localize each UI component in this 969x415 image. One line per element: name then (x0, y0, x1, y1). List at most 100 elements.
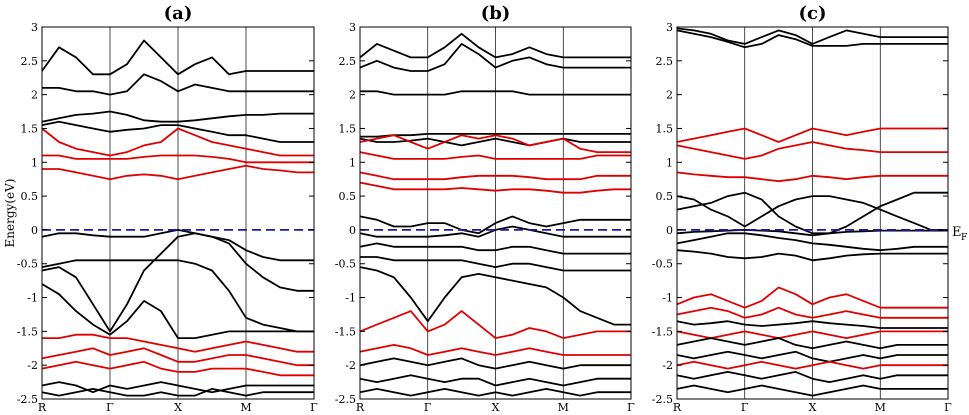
y-tick-label: -1.5 (17, 325, 38, 338)
y-tick-label: 0.5 (21, 190, 39, 203)
band-line-11 (359, 225, 631, 238)
band-line-4 (41, 120, 314, 143)
band-line-1 (41, 39, 314, 76)
y-tick-label: 1.5 (21, 122, 39, 135)
band-line-1 (676, 27, 948, 45)
band-line-18 (676, 370, 948, 384)
y-tick-label: 2.5 (21, 55, 39, 68)
fermi-label-subscript: F (961, 233, 967, 243)
panel-title: (c) (799, 3, 827, 24)
panel-title: (a) (164, 3, 193, 24)
x-tick-label: R (38, 401, 47, 414)
y-tick-label: -0.5 (335, 258, 356, 271)
plot-frame (41, 26, 315, 400)
x-tick-label: Γ (106, 401, 114, 414)
band-line-14 (676, 330, 948, 340)
y-tick-label: 1 (349, 156, 356, 169)
x-tick-label: Γ (627, 401, 635, 414)
x-tick-label: R (673, 401, 682, 414)
y-tick-label: 2 (666, 89, 673, 102)
y-tick-label: -2.5 (335, 393, 356, 406)
y-tick-label: 1.5 (339, 122, 357, 135)
y-tick-label: 0 (349, 224, 356, 237)
y-tick-label: -2.5 (17, 393, 38, 406)
y-tick-label: -0.5 (17, 258, 38, 271)
y-tick-label: 1 (31, 156, 38, 169)
x-tick-label: X (809, 401, 817, 414)
panel-1: -2.5 -2 -1.5 -1 -0.5 0 0.5 1 1.5 2 2.5 3 R Γ X M Γ (a) Ene… (3, 3, 318, 414)
band-line-10 (41, 232, 314, 333)
band-line-12 (676, 306, 948, 319)
band-line-14 (359, 266, 631, 326)
band-line-16 (359, 343, 631, 356)
y-tick-label: -1 (345, 292, 356, 305)
band-line-15 (359, 310, 631, 340)
x-tick-label: M (875, 401, 886, 414)
band-line-5 (359, 137, 631, 147)
y-tick-label: -2 (662, 359, 673, 372)
y-axis-label: Energy(eV) (3, 179, 17, 248)
y-tick-label: 0 (31, 224, 38, 237)
y-tick-label: 0 (666, 224, 673, 237)
band-line-4 (360, 132, 631, 138)
band-line-10 (676, 249, 948, 262)
y-tick-label: -2 (27, 359, 38, 372)
band-line-5 (676, 171, 948, 183)
band-line-17 (359, 357, 631, 370)
y-tick-label: 3 (349, 21, 356, 34)
band-line-16 (676, 350, 948, 363)
band-line-13 (360, 256, 631, 272)
y-tick-label: 1 (666, 156, 673, 169)
band-line-12 (42, 333, 314, 353)
band-line-3 (676, 127, 948, 143)
y-tick-label: -1.5 (652, 325, 673, 338)
y-tick-label: -0.5 (652, 258, 673, 271)
y-tick-label: 2.5 (656, 55, 674, 68)
band-line-8 (41, 228, 314, 262)
band-line-7 (676, 191, 948, 235)
band-line-8 (359, 171, 631, 181)
band-line-2 (42, 73, 314, 96)
y-tick-label: -2.5 (652, 393, 673, 406)
y-tick-label: -1.5 (335, 325, 356, 338)
y-tick-label: -1 (27, 292, 38, 305)
band-line-2 (676, 29, 948, 49)
plot-frame (676, 26, 949, 400)
x-tick-label: Γ (944, 401, 952, 414)
y-tick-label: 2 (349, 89, 356, 102)
panel-title: (b) (481, 3, 511, 24)
y-tick-label: 1.5 (656, 122, 674, 135)
x-tick-label: Γ (741, 401, 749, 414)
band-line-13 (41, 347, 314, 367)
band-line-9 (359, 181, 631, 194)
x-tick-label: M (240, 401, 251, 414)
y-tick-label: 3 (666, 21, 673, 34)
band-line-12 (359, 242, 631, 255)
band-line-3 (41, 110, 314, 123)
band-line-14 (41, 360, 314, 377)
band-line-19 (676, 384, 948, 397)
x-tick-label: X (492, 401, 500, 414)
band-line-11 (676, 286, 948, 309)
band-line-4 (676, 141, 948, 160)
y-tick-label: 0.5 (339, 190, 357, 203)
x-tick-label: X (174, 401, 182, 414)
band-line-9 (676, 232, 948, 252)
band-line-16 (41, 387, 314, 397)
band-line-5 (41, 127, 314, 157)
band-line-7 (42, 164, 314, 181)
band-line-3 (360, 90, 631, 96)
x-tick-label: R (356, 401, 365, 414)
x-tick-label: M (558, 401, 569, 414)
panel-3: -2.5 -2 -1.5 -1 -0.5 0 0.5 1 1.5 2 2.5 3 R Γ X M Γ (c) E F (652, 3, 967, 414)
y-tick-label: 2.5 (339, 55, 357, 68)
band-line-15 (676, 337, 948, 350)
y-tick-label: -1 (662, 292, 673, 305)
band-line-11 (41, 283, 314, 340)
y-tick-label: -2 (345, 359, 356, 372)
band-line-13 (676, 320, 948, 329)
band-line-19 (359, 387, 631, 397)
band-line-6 (359, 134, 631, 154)
band-line-17 (676, 360, 948, 370)
